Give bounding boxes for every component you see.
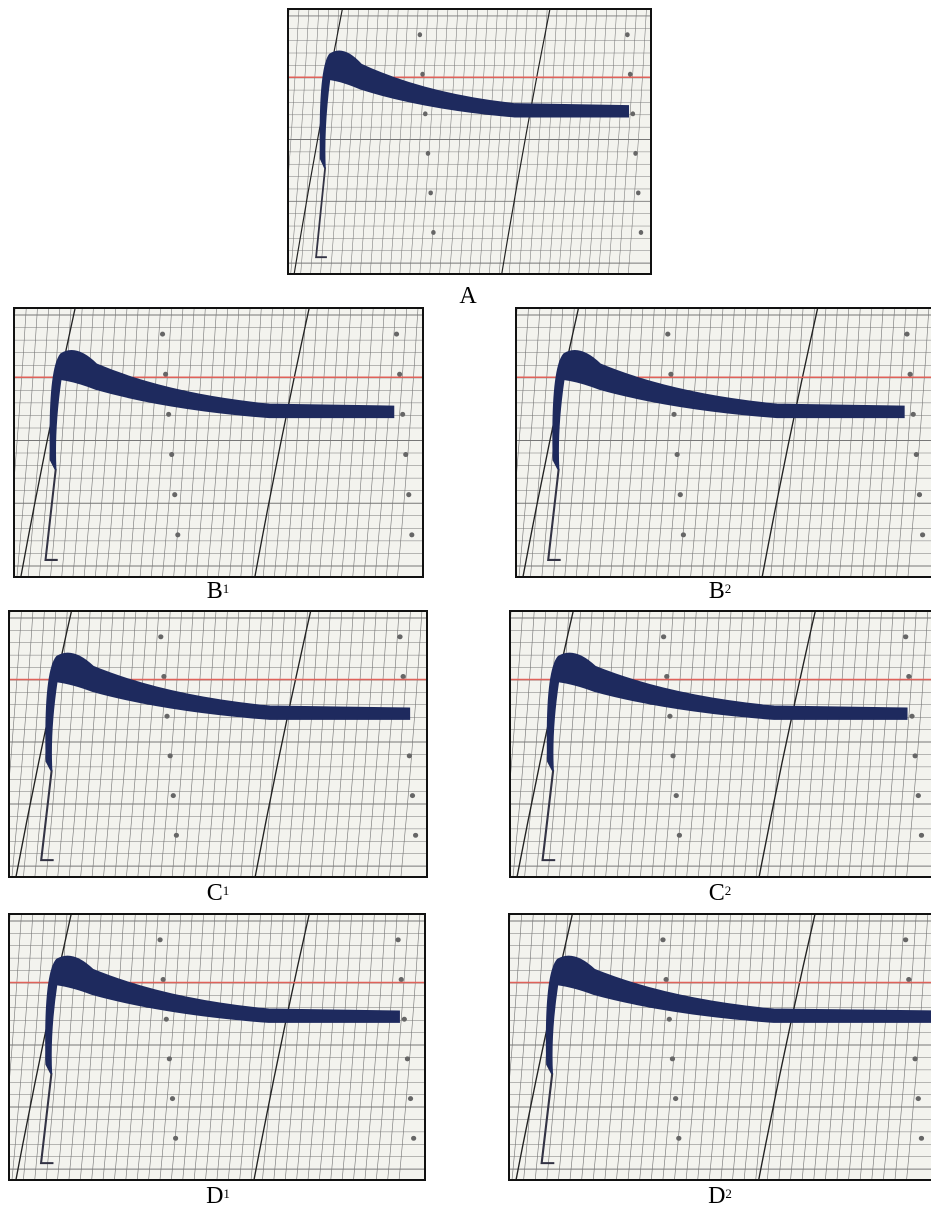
panel-letter: C bbox=[206, 880, 223, 906]
trace-graphic bbox=[15, 309, 422, 576]
panel-index: 2 bbox=[725, 1186, 732, 1201]
panel-label: B1 bbox=[178, 579, 258, 603]
recorder-trace-image bbox=[287, 8, 652, 275]
panel-index: 2 bbox=[724, 581, 732, 596]
recorder-trace-image bbox=[508, 913, 931, 1181]
trace-graphic bbox=[510, 915, 931, 1179]
panel-letter: D bbox=[708, 1183, 726, 1209]
panel-index: 1 bbox=[222, 883, 230, 898]
trace-graphic bbox=[289, 10, 650, 273]
panel-index: 2 bbox=[724, 883, 732, 898]
panel-index: 1 bbox=[222, 581, 230, 596]
panel-label: D2 bbox=[680, 1184, 760, 1208]
recorder-trace-image bbox=[8, 913, 426, 1181]
recorder-trace-image bbox=[13, 307, 424, 578]
panel-letter: C bbox=[708, 880, 725, 906]
recorder-trace-image bbox=[509, 610, 931, 878]
panel-letter: B bbox=[206, 578, 223, 604]
trace-graphic bbox=[10, 915, 424, 1179]
panel-letter: A bbox=[459, 283, 477, 309]
panel-index: 1 bbox=[223, 1186, 230, 1201]
panel-label: D1 bbox=[178, 1184, 258, 1208]
trace-graphic bbox=[511, 612, 931, 876]
recorder-trace-image bbox=[8, 610, 428, 878]
recorder-trace-image bbox=[515, 307, 931, 578]
panel-label: A bbox=[428, 284, 508, 308]
panel-label: B2 bbox=[680, 579, 760, 603]
panel-letter: D bbox=[206, 1183, 224, 1209]
trace-graphic bbox=[517, 309, 931, 576]
panel-label: C1 bbox=[178, 881, 258, 905]
panel-letter: B bbox=[708, 578, 725, 604]
panel-label: C2 bbox=[680, 881, 760, 905]
trace-graphic bbox=[10, 612, 426, 876]
